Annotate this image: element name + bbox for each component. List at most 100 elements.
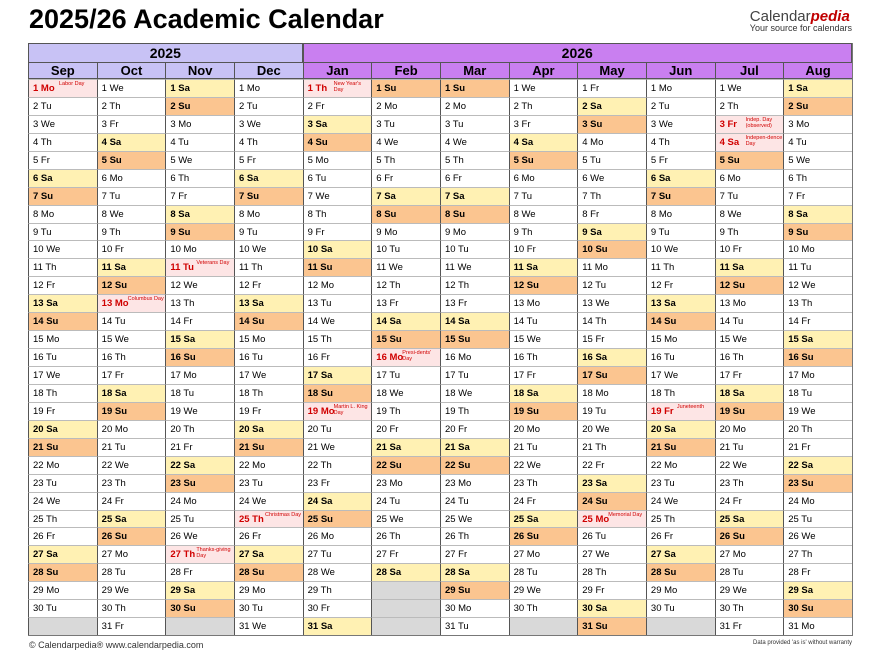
day-label: 11 Sa xyxy=(513,262,538,274)
day-label: 2 Th xyxy=(719,100,739,112)
day-cell: 4 We xyxy=(371,132,440,151)
day-label: 16 Th xyxy=(513,352,538,364)
day-cell: 5 Tu xyxy=(577,150,646,169)
day-cell: 1 Su xyxy=(439,79,509,97)
day-label: 2 Th xyxy=(101,100,121,112)
day-cell: 25 Su xyxy=(302,509,372,528)
day-label: 20 Fr xyxy=(376,423,399,435)
day-cell: 6 Sa xyxy=(28,168,97,187)
day-cell: 9 Tu xyxy=(233,222,303,241)
day-cell: 24 Mo xyxy=(165,491,234,510)
day-cell: 28 Fr xyxy=(783,563,852,582)
day-label: 3 Fr xyxy=(513,118,531,130)
day-label: 15 We xyxy=(719,334,747,346)
day-cell: 12 Fr xyxy=(645,276,715,295)
day-label: 9 Tu xyxy=(33,226,52,238)
day-label: 4 Su xyxy=(307,136,328,148)
day-label: 3 Tu xyxy=(444,118,464,130)
day-label: 17 We xyxy=(650,370,679,381)
day-label: 14 Sa xyxy=(444,316,470,328)
day-cell: 27 Fr xyxy=(371,545,440,564)
day-label: 25 Tu xyxy=(788,513,812,525)
day-cell: 29 We xyxy=(714,581,784,600)
empty-day-cell xyxy=(508,617,578,636)
day-label: 2 Mo xyxy=(376,100,398,112)
day-label: 12 We xyxy=(170,280,198,292)
day-label: 1 Sa xyxy=(788,83,808,94)
day-label: 27 Fr xyxy=(376,549,399,561)
day-label: 13 Mo xyxy=(719,298,746,310)
holiday-label: Presi-dents' Day xyxy=(402,350,432,363)
day-cell: 2 Fr xyxy=(302,96,372,115)
day-cell: 6 Tu xyxy=(302,168,372,187)
day-label: 16 Th xyxy=(101,352,126,364)
day-cell: 15 We xyxy=(714,330,784,349)
day-cell: 28 Sa xyxy=(439,563,509,582)
day-cell: 30 Th xyxy=(508,599,578,618)
day-label: 25 Th xyxy=(33,513,58,525)
footer-copyright: © Calendarpedia® www.calendarpedia.com xyxy=(29,640,204,650)
day-cell: 27 Sa xyxy=(28,545,97,564)
day-label: 10 Fr xyxy=(719,244,742,256)
day-cell: 10 Fr xyxy=(508,240,578,259)
day-cell: 6 Mo xyxy=(714,168,784,187)
day-label: 21 Sa xyxy=(444,441,470,453)
day-label: 14 Sa xyxy=(376,316,402,328)
day-cell: 19 Fr xyxy=(233,401,303,420)
day-label: 14 Fr xyxy=(170,316,193,328)
day-label: 29 Mo xyxy=(238,585,266,597)
day-cell: 17 Su xyxy=(577,366,646,384)
day-cell: 16 Sa xyxy=(577,348,646,366)
day-label: 29 Su xyxy=(444,585,471,597)
day-label: 7 Fr xyxy=(170,190,188,202)
day-cell: 18 Mo xyxy=(577,383,646,402)
day-label: 13 Th xyxy=(170,298,195,310)
day-label: 7 Tu xyxy=(101,190,121,202)
day-label: 15 We xyxy=(101,334,129,346)
day-cell: 4 Su xyxy=(302,132,372,151)
day-cell: 13 Mo Columbus Day xyxy=(96,294,166,313)
day-label: 9 Mo xyxy=(444,226,467,238)
day-cell: 22 Su xyxy=(371,455,440,474)
day-cell: 16 Su xyxy=(783,348,852,366)
day-cell: 23 Su xyxy=(783,473,852,492)
day-label: 8 Sa xyxy=(170,208,190,220)
day-label: 25 Sa xyxy=(719,513,745,525)
day-label: 1 We xyxy=(513,83,536,94)
day-label: 18 Tu xyxy=(788,387,812,399)
day-cell: 26 Tu xyxy=(577,527,646,546)
day-label: 20 Sa xyxy=(650,423,676,435)
day-cell: 17 We xyxy=(645,366,715,384)
day-label: 11 Sa xyxy=(719,262,744,274)
day-cell: 12 Su xyxy=(508,276,578,295)
day-cell: 14 We xyxy=(302,312,372,331)
day-label: 31 Tu xyxy=(444,621,469,633)
day-label: 22 Fr xyxy=(582,459,605,471)
day-label: 26 Fr xyxy=(33,531,56,543)
page-title: 2025/26 Academic Calendar xyxy=(29,4,384,34)
day-label: 10 Fr xyxy=(101,244,124,256)
day-label: 18 Th xyxy=(650,387,676,399)
day-cell: 17 Tu xyxy=(371,366,440,384)
day-cell: 29 Su xyxy=(439,581,509,600)
day-cell: 14 Sa xyxy=(439,312,509,331)
day-label: 24 Tu xyxy=(376,495,401,507)
day-label: 15 Th xyxy=(307,334,332,346)
day-cell: 14 Tu xyxy=(96,312,166,331)
day-cell: 28 Su xyxy=(645,563,715,582)
day-cell: 24 Tu xyxy=(439,491,509,510)
day-cell: 9 Tu xyxy=(645,222,715,241)
empty-day-cell xyxy=(165,617,234,636)
day-label: 6 Mo xyxy=(101,172,123,184)
day-cell: 17 Mo xyxy=(165,366,234,384)
brand-logo[interactable]: Calendarpedia Your source for calendars xyxy=(750,8,852,33)
day-label: 13 Fr xyxy=(444,298,468,310)
month-header-jan: Jan xyxy=(302,63,372,79)
day-cell: 7 Sa xyxy=(439,186,509,205)
day-cell: 3 We xyxy=(233,114,303,133)
day-label: 15 Fr xyxy=(582,334,605,346)
day-cell: 31 We xyxy=(233,617,303,636)
holiday-label: Indepen-dence Day xyxy=(745,134,783,147)
day-cell: 19 Su xyxy=(508,401,578,420)
day-cell: 26 Su xyxy=(714,527,784,546)
